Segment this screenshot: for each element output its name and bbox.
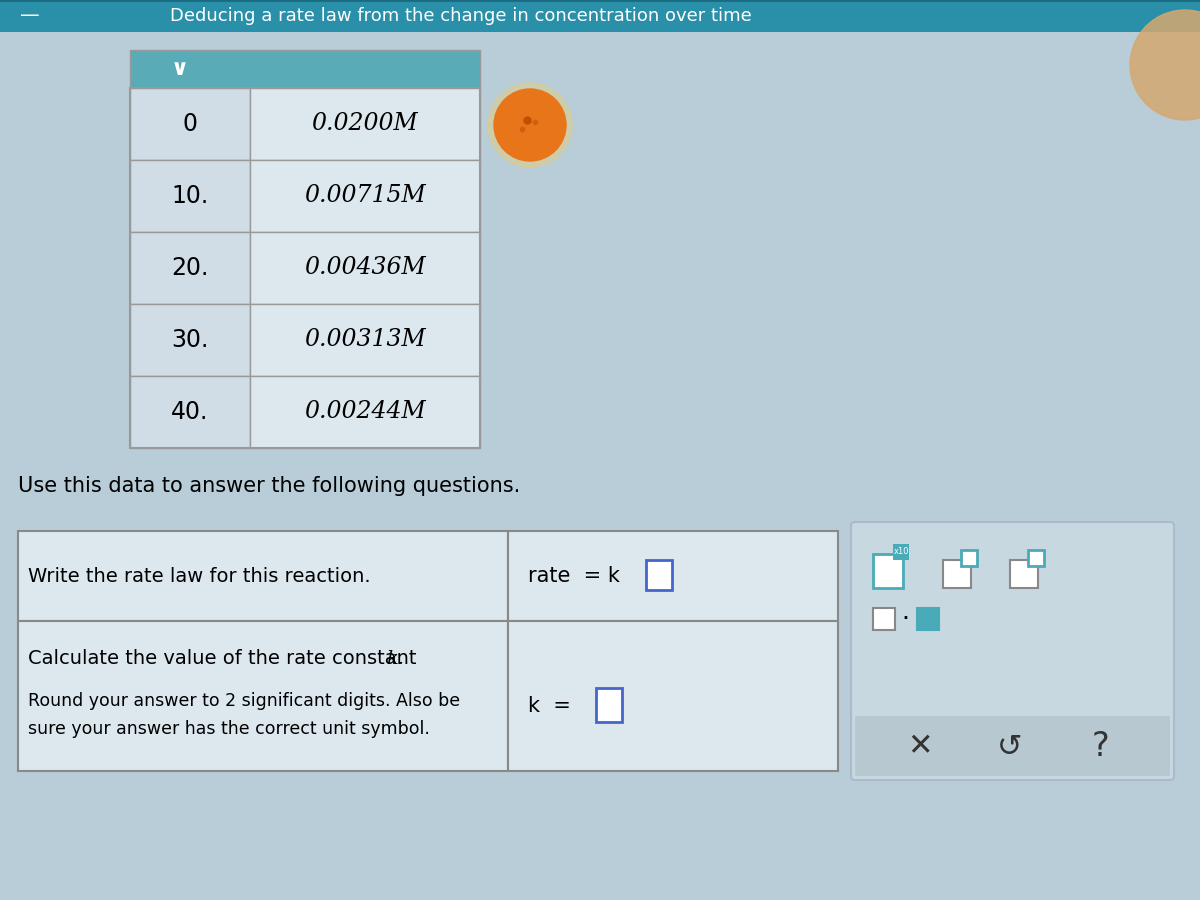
Bar (130, 160, 250, 232)
Text: k.: k. (386, 650, 404, 668)
Text: 30.: 30. (172, 328, 209, 352)
Text: ·: · (901, 607, 910, 631)
Bar (130, 232, 250, 304)
Text: Use this data to answer the following questions.: Use this data to answer the following qu… (18, 476, 521, 496)
Bar (250, 232, 480, 304)
Text: ∨: ∨ (170, 59, 190, 79)
Bar (130, 88, 250, 160)
Bar (646, 560, 672, 590)
Text: ↺: ↺ (997, 733, 1022, 761)
Text: sure your answer has the correct unit symbol.: sure your answer has the correct unit sy… (28, 720, 430, 738)
Text: 0.00715M: 0.00715M (304, 184, 426, 208)
Text: x10: x10 (893, 547, 908, 556)
Text: —: — (20, 6, 40, 25)
Bar (874, 608, 895, 630)
Circle shape (488, 83, 572, 167)
Bar (943, 560, 971, 588)
Bar (250, 160, 480, 232)
Text: 0.00313M: 0.00313M (304, 328, 426, 352)
FancyBboxPatch shape (854, 716, 1170, 776)
Text: 20.: 20. (172, 256, 209, 280)
Text: Deducing a rate law from the change in concentration over time: Deducing a rate law from the change in c… (170, 7, 751, 25)
Bar (130, 376, 250, 448)
Text: 0: 0 (182, 112, 198, 136)
Bar (130, 304, 250, 376)
Bar (596, 688, 622, 722)
Circle shape (494, 89, 566, 161)
Bar (1010, 560, 1038, 588)
Bar (18, 531, 508, 621)
FancyBboxPatch shape (851, 522, 1174, 780)
Bar (0, 0, 1200, 32)
Bar (250, 376, 480, 448)
Bar (874, 554, 904, 588)
Bar (130, 50, 480, 88)
Text: 0.00436M: 0.00436M (304, 256, 426, 280)
Bar (18, 621, 508, 771)
Text: 0.0200M: 0.0200M (312, 112, 419, 136)
Bar (1028, 550, 1044, 566)
Text: ✕: ✕ (907, 733, 932, 761)
Bar (917, 608, 940, 630)
Bar (508, 621, 838, 771)
Text: k  =: k = (528, 696, 571, 716)
Bar (961, 550, 977, 566)
Text: Calculate the value of the rate constant: Calculate the value of the rate constant (28, 650, 422, 669)
Text: Write the rate law for this reaction.: Write the rate law for this reaction. (28, 566, 371, 586)
Text: Round your answer to 2 significant digits. Also be: Round your answer to 2 significant digit… (28, 692, 460, 710)
Text: ?: ? (1091, 731, 1109, 763)
Text: 0.00244M: 0.00244M (304, 400, 426, 424)
Text: rate  = k: rate = k (528, 566, 620, 586)
Text: 40.: 40. (172, 400, 209, 424)
Bar (250, 88, 480, 160)
Text: 10.: 10. (172, 184, 209, 208)
Bar (508, 531, 838, 621)
Circle shape (1130, 10, 1200, 120)
Bar (250, 304, 480, 376)
Bar (130, 88, 480, 448)
Bar (893, 544, 910, 560)
